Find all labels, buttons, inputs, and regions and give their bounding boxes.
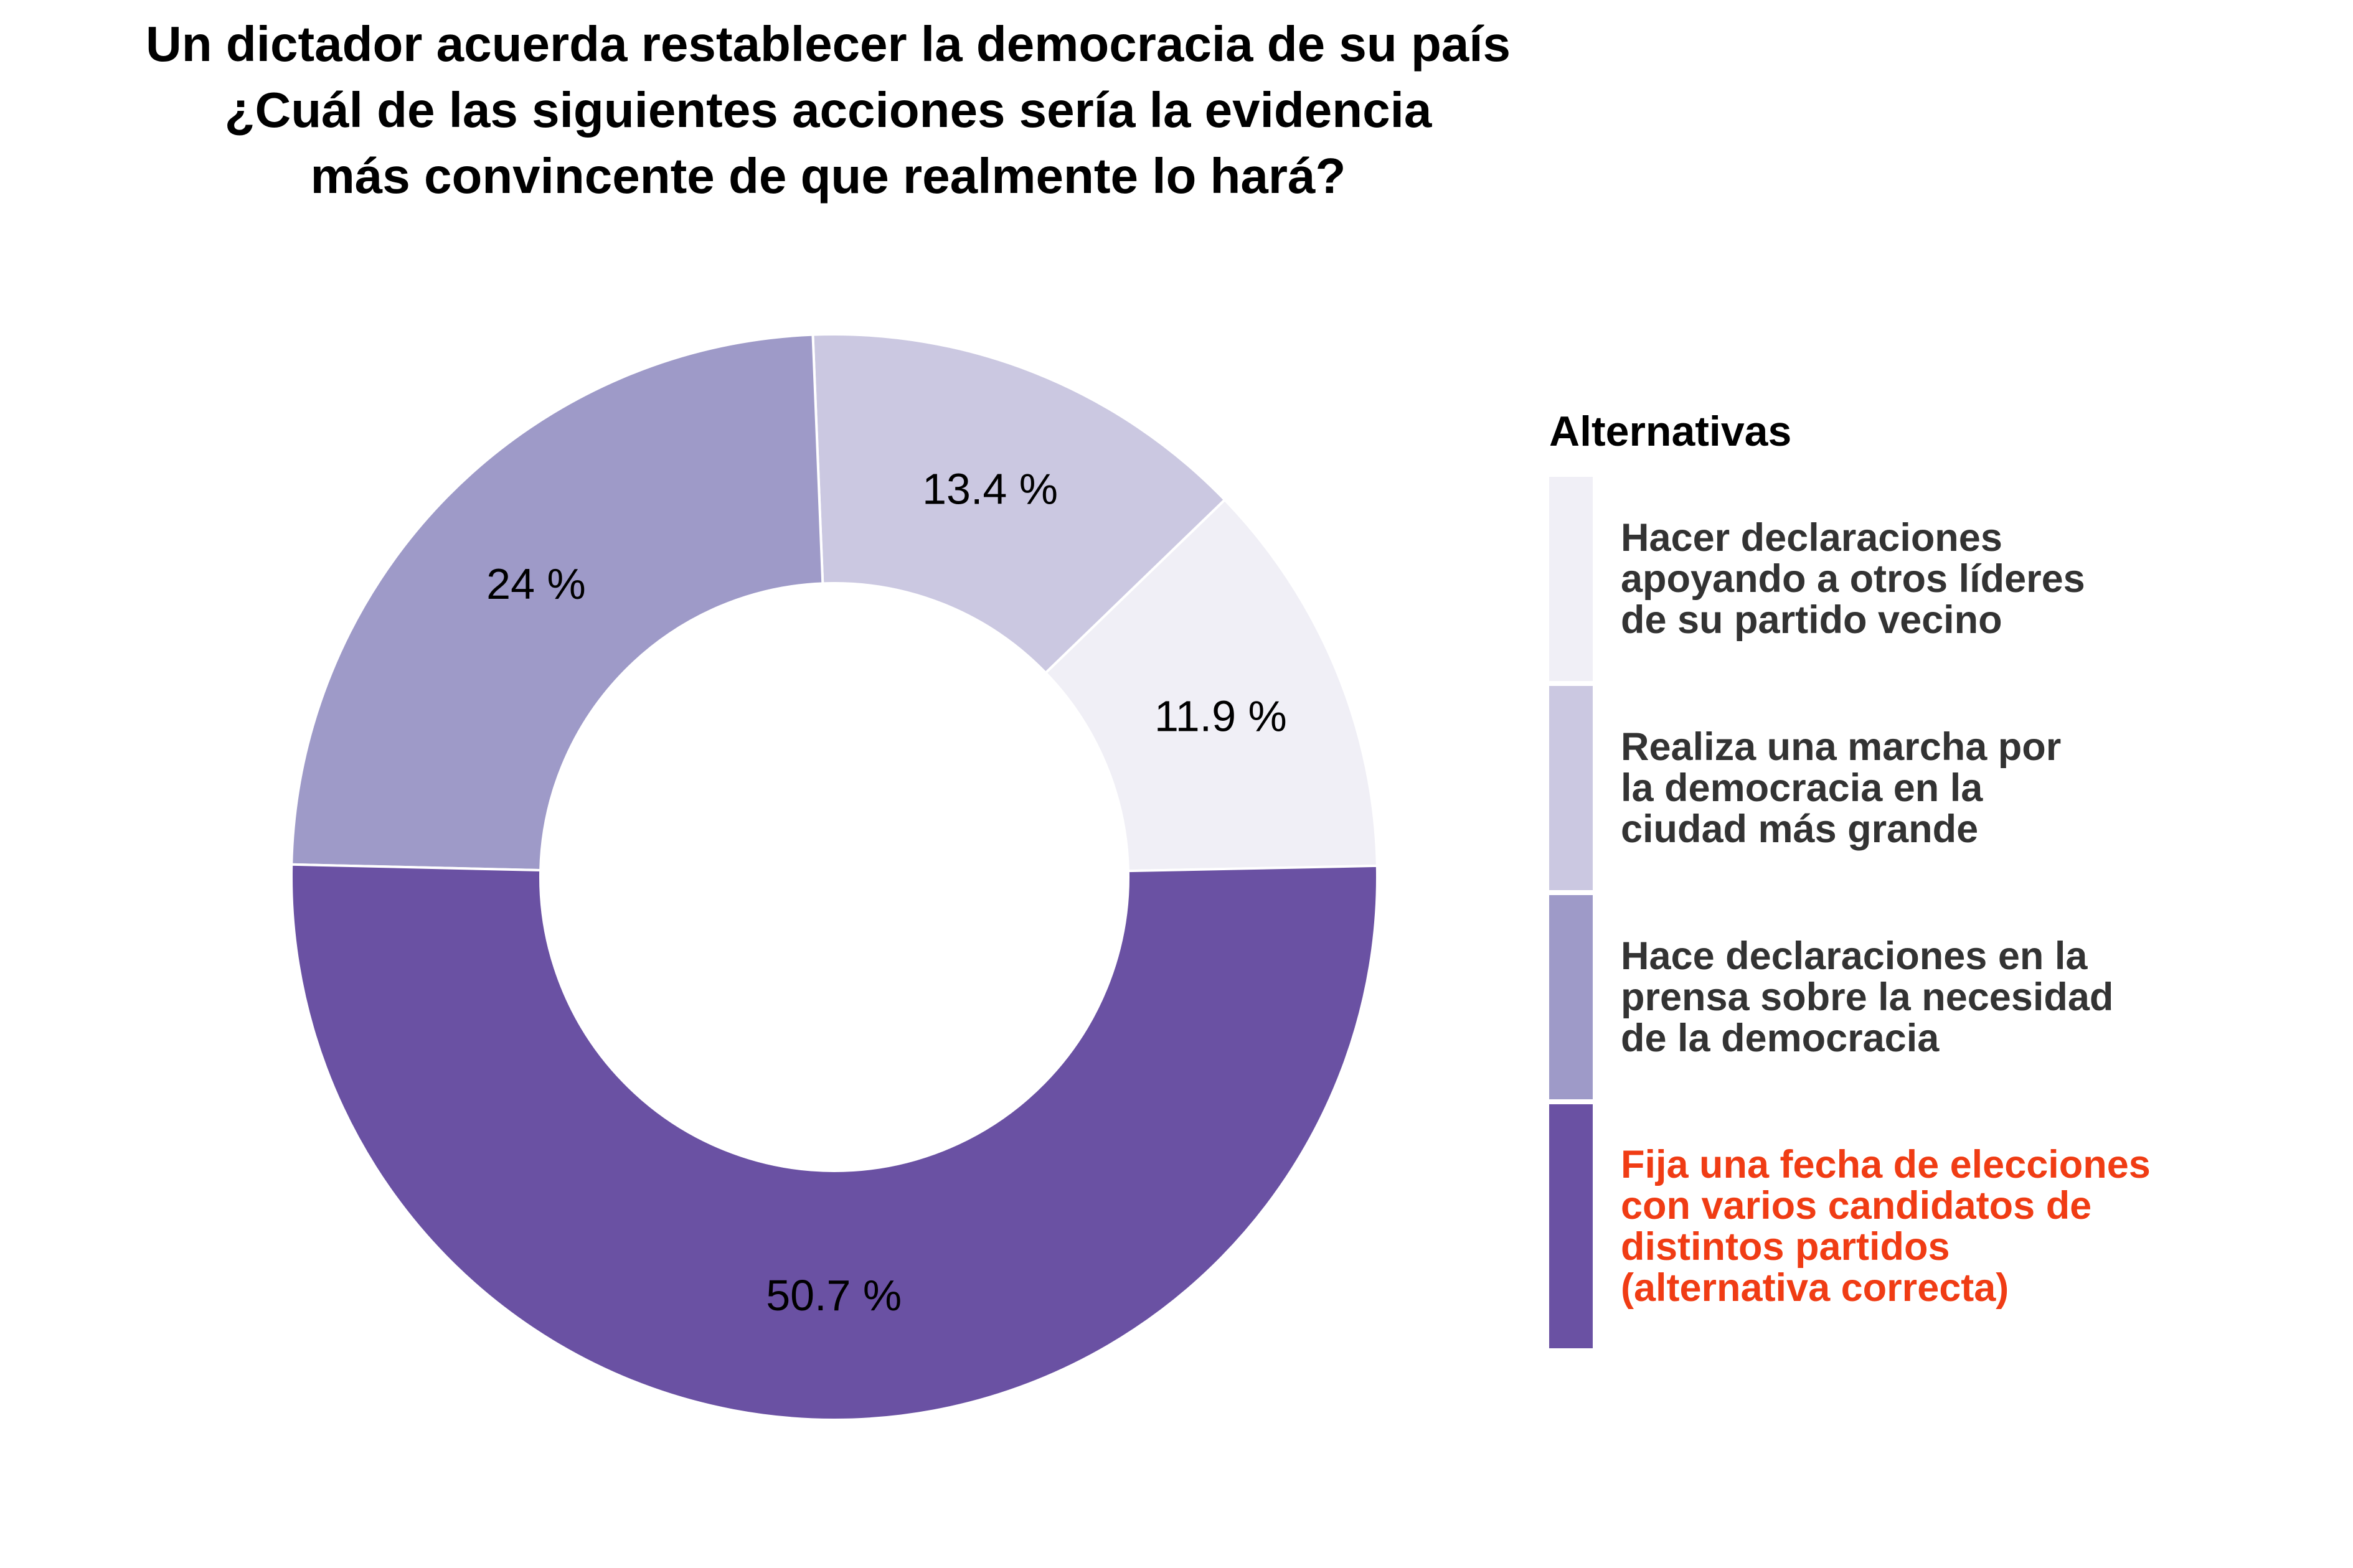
legend-items: Hacer declaraciones apoyando a otros líde… <box>1549 477 2296 1348</box>
legend-swatch-4 <box>1549 1104 1593 1348</box>
legend-label-1-line-1: Hacer declaraciones <box>1621 516 2002 560</box>
legend-label-1: Hacer declaraciones apoyando a otros líde… <box>1621 517 2275 641</box>
slice-label-2: 13.4 % <box>922 464 1058 513</box>
legend-item-2: Realiza una marcha por la democracia en l… <box>1549 686 2296 890</box>
legend-label-2-line-1: Realiza una marcha por <box>1621 725 2062 769</box>
legend-label-4-line-1: Fija una fecha de elecciones <box>1621 1143 2151 1186</box>
legend-item-3: Hace declaraciones en la prensa sobre la … <box>1549 895 2296 1099</box>
legend-item-1: Hacer declaraciones apoyando a otros líde… <box>1549 477 2296 681</box>
legend-label-4-line-2: con varios candidatos de <box>1621 1184 2092 1228</box>
legend-label-4: Fija una fecha de elecciones con varios c… <box>1621 1144 2275 1308</box>
slice-2 <box>811 333 1227 675</box>
legend-title: Alternativas <box>1549 408 1792 455</box>
legend-label-4-line-3: distintos partidos <box>1621 1225 1950 1269</box>
legend-label-2-line-2: la democracia en la <box>1621 766 1983 810</box>
slice-1 <box>1044 498 1379 873</box>
legend-item-4: Fija una fecha de elecciones con varios c… <box>1549 1104 2296 1348</box>
legend-label-1-line-2: apoyando a otros líderes <box>1621 557 2085 601</box>
legend-label-3-line-2: prensa sobre la necesidad <box>1621 975 2114 1019</box>
legend-label-4-line-4: (alternativa correcta) <box>1621 1266 2009 1310</box>
legend-swatch-1 <box>1549 477 1593 681</box>
slices-group <box>290 333 1379 1421</box>
legend-label-2-line-3: ciudad más grande <box>1621 807 1979 851</box>
legend-swatch-2 <box>1549 686 1593 890</box>
chart-title: Un dictador acuerda restablecer la democ… <box>0 11 1656 209</box>
chart-title-line-2: ¿Cuál de las siguientes acciones sería l… <box>224 82 1432 138</box>
slice-label-1: 11.9 % <box>1154 692 1287 741</box>
legend-label-3-line-3: de la democracia <box>1621 1016 1940 1060</box>
donut-chart: 11.9 % 13.4 % 24 % 50.7 % <box>290 333 1379 1421</box>
slice-4 <box>290 863 1379 1421</box>
slice-label-3: 24 % <box>486 560 586 608</box>
slice-labels-group: 11.9 % 13.4 % 24 % 50.7 % <box>486 464 1287 1320</box>
slice-label-4: 50.7 % <box>766 1271 902 1320</box>
legend-label-3-line-1: Hace declaraciones en la <box>1621 934 2088 978</box>
slice-3 <box>290 333 824 872</box>
legend-swatch-3 <box>1549 895 1593 1099</box>
chart-title-line-3: más convincente de que realmente lo hará… <box>310 148 1346 204</box>
chart-title-line-1: Un dictador acuerda restablecer la democ… <box>145 16 1511 72</box>
legend: Alternativas Hacer declaraciones apoyando… <box>1549 403 2296 1353</box>
legend-label-3: Hace declaraciones en la prensa sobre la … <box>1621 936 2275 1059</box>
legend-label-1-line-3: de su partido vecino <box>1621 598 2002 642</box>
legend-label-2: Realiza una marcha por la democracia en l… <box>1621 726 2275 850</box>
